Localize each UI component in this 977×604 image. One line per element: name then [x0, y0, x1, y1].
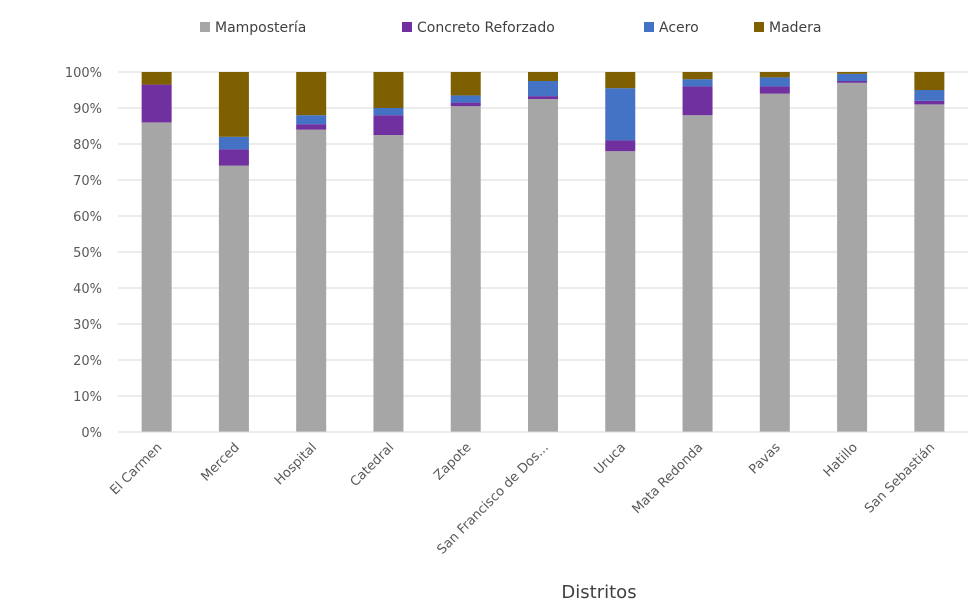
- y-tick-label: 90%: [73, 102, 102, 117]
- bar-segment: [837, 73, 868, 81]
- bar-segment: [218, 72, 249, 137]
- bar-segment: [759, 93, 790, 432]
- y-tick-label: 70%: [73, 174, 102, 189]
- bar-segment: [528, 96, 558, 99]
- y-tick-label: 10%: [73, 390, 102, 405]
- x-tick-label: Merced: [198, 440, 242, 484]
- bar-segment: [141, 84, 172, 123]
- bars: [141, 72, 945, 433]
- y-tick-label: 80%: [73, 138, 102, 153]
- bar-segment: [528, 81, 558, 97]
- x-tick-label: Zapote: [431, 440, 474, 483]
- bar-segment: [682, 79, 713, 87]
- bar-segment: [141, 72, 172, 85]
- y-tick-label: 20%: [73, 354, 102, 369]
- bar-segment: [373, 135, 404, 432]
- y-tick-label: 60%: [73, 210, 102, 225]
- bar-segment: [837, 81, 868, 83]
- bar-segment: [450, 95, 481, 103]
- bar-segment: [296, 129, 327, 432]
- y-tick-label: 100%: [65, 66, 102, 81]
- bar-segment: [296, 115, 327, 125]
- bar-segment: [218, 165, 249, 432]
- bar-segment: [218, 136, 249, 150]
- bar-segment: [373, 115, 404, 135]
- bar-segment: [296, 72, 327, 116]
- bar-segment: [141, 122, 172, 433]
- bar-segment: [837, 72, 868, 74]
- legend-swatch: [200, 22, 210, 32]
- bar-segment: [450, 106, 481, 432]
- x-axis-title: Distritos: [561, 582, 636, 603]
- bar-segment: [605, 151, 636, 432]
- legend-label: Mampostería: [215, 20, 306, 36]
- legend: Mampostería Concreto Reforzado Acero Madera: [200, 20, 822, 36]
- x-axis-ticks: El Carmen Merced Hospital Catedral Zapote San…: [107, 440, 938, 558]
- bar-segment: [837, 82, 868, 433]
- bar-segment: [914, 90, 945, 101]
- bar-segment: [296, 124, 327, 130]
- bar-segment: [373, 72, 404, 108]
- legend-label: Acero: [659, 20, 699, 36]
- bar-segment: [450, 102, 481, 107]
- bar-segment: [914, 104, 945, 433]
- bar-segment: [914, 100, 945, 105]
- y-axis-ticks: 0% 10% 20% 30% 40% 50% 60% 70% 80% 90% 100%: [65, 66, 102, 441]
- x-tick-label: San Sebastián: [862, 440, 938, 516]
- x-tick-label: Catedral: [348, 440, 398, 490]
- bar-segment: [528, 72, 558, 81]
- bar-segment: [682, 115, 713, 432]
- bar-segment: [682, 86, 713, 116]
- bar-segment: [528, 99, 558, 432]
- x-tick-label: Pavas: [746, 440, 783, 477]
- y-tick-label: 0%: [81, 426, 102, 441]
- bar-segment: [605, 88, 636, 141]
- bar-segment: [914, 72, 945, 90]
- y-tick-label: 30%: [73, 318, 102, 333]
- bar-segment: [759, 72, 790, 78]
- x-tick-label: Mata Redonda: [630, 440, 707, 517]
- legend-swatch: [402, 22, 412, 32]
- x-tick-label: Uruca: [591, 440, 629, 478]
- bar-segment: [373, 108, 404, 116]
- bar-segment: [759, 77, 790, 87]
- x-tick-label: Hospital: [272, 440, 320, 488]
- bar-segment: [605, 140, 636, 152]
- bar-segment: [605, 72, 636, 89]
- bar-segment: [682, 72, 713, 80]
- bar-segment: [218, 149, 249, 166]
- bar-segment: [759, 86, 790, 94]
- legend-label: Madera: [769, 20, 822, 36]
- y-tick-label: 50%: [73, 246, 102, 261]
- bar-segment: [450, 72, 481, 96]
- y-tick-label: 40%: [73, 282, 102, 297]
- legend-swatch: [644, 22, 654, 32]
- legend-swatch: [754, 22, 764, 32]
- x-tick-label: El Carmen: [107, 440, 165, 498]
- x-tick-label: Hatillo: [821, 440, 861, 480]
- legend-label: Concreto Reforzado: [417, 20, 555, 36]
